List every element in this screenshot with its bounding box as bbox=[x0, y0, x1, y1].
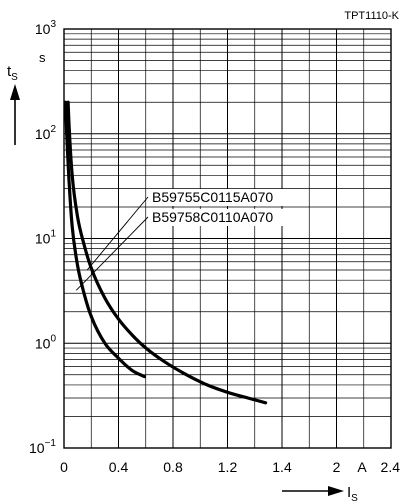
x-tick-label: 0 bbox=[60, 459, 68, 475]
x-tick-label: 1.2 bbox=[218, 459, 238, 475]
y-axis-arrow-icon bbox=[10, 84, 20, 145]
x-tick-label: 0.8 bbox=[163, 459, 183, 475]
y-tick-label: 103 bbox=[35, 19, 57, 37]
y-tick-label: 100 bbox=[35, 333, 57, 351]
x-axis-symbol: IS bbox=[347, 484, 358, 504]
x-tick-label: 2.4 bbox=[381, 459, 401, 475]
x-tick-label: 2 bbox=[333, 459, 341, 475]
series-line bbox=[68, 102, 266, 403]
x-tick-label: 1.4 bbox=[272, 459, 292, 475]
y-axis-unit: s bbox=[39, 50, 46, 65]
y-tick-label: 10−1 bbox=[29, 438, 56, 456]
y-axis-symbol: tS bbox=[7, 63, 18, 83]
series-label: B59755C0115A070 bbox=[152, 189, 273, 205]
x-axis-arrow-icon bbox=[282, 486, 344, 496]
y-tick-label: 101 bbox=[35, 229, 57, 247]
x-axis-unit: A bbox=[357, 459, 367, 475]
series-label: B59758C0110A070 bbox=[152, 209, 273, 225]
series-leader-line bbox=[87, 197, 148, 270]
figure-code: TPT1110-K bbox=[344, 10, 399, 22]
y-tick-label: 102 bbox=[35, 124, 57, 142]
x-tick-label: 0.4 bbox=[109, 459, 129, 475]
